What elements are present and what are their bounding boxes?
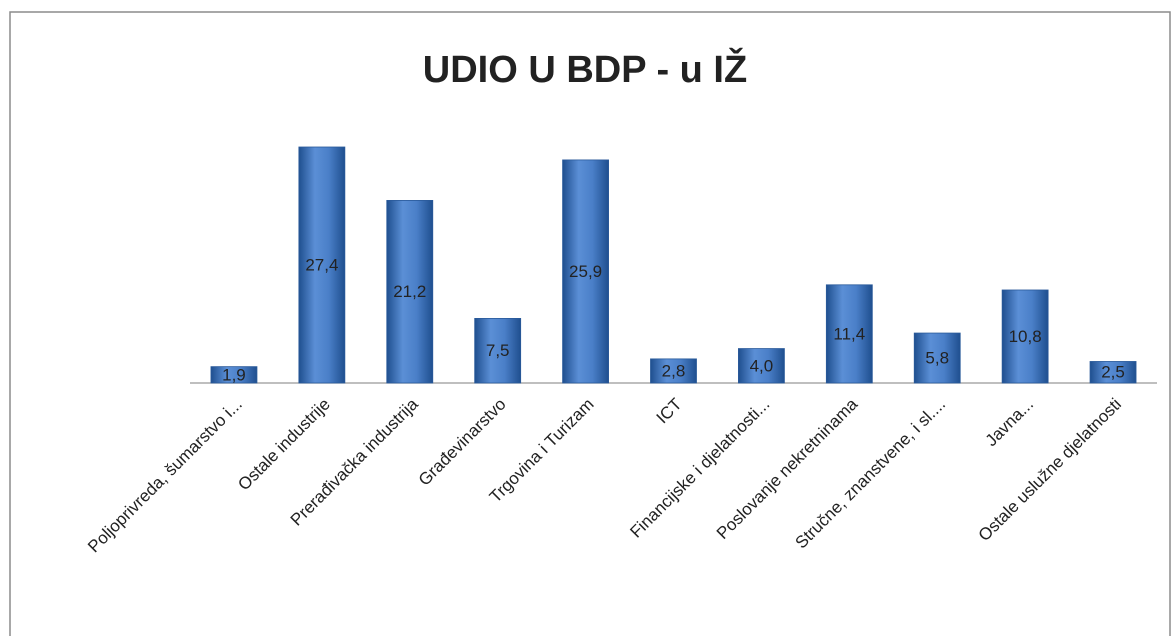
bar	[650, 358, 697, 384]
bar	[1001, 289, 1049, 384]
data-label: 27,4	[305, 255, 338, 274]
data-label: 10,8	[1009, 327, 1042, 346]
bar	[562, 159, 609, 384]
bar	[386, 200, 434, 384]
data-label: 1,9	[222, 365, 246, 384]
bar	[474, 318, 522, 384]
bar	[738, 348, 785, 384]
chart-title: UDIO U BDP - u IŽ	[423, 47, 747, 91]
bar	[1089, 361, 1137, 384]
data-label: 25,9	[569, 262, 602, 281]
data-label: 4,0	[750, 356, 774, 375]
data-label: 11,4	[833, 324, 865, 343]
bar	[825, 284, 873, 384]
data-label: 2,5	[1101, 363, 1125, 382]
bar	[298, 146, 346, 384]
data-label: 21,2	[393, 282, 426, 301]
data-label: 7,5	[486, 341, 510, 360]
bar	[210, 366, 258, 384]
data-label: 2,8	[662, 361, 686, 380]
data-label: 5,8	[925, 349, 949, 368]
bar	[913, 332, 961, 384]
